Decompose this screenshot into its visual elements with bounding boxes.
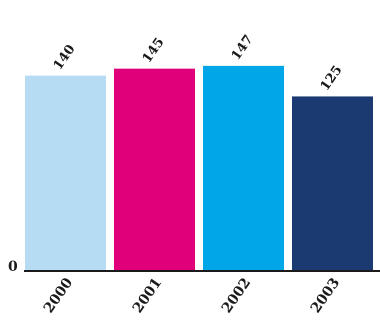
- value-label-2003: 125: [318, 63, 346, 94]
- category-label-2000: 2000: [41, 275, 77, 316]
- category-label-2002: 2002: [219, 275, 254, 316]
- bar-2002: [203, 65, 284, 270]
- bars-group: [25, 65, 373, 271]
- category-label-2003: 2003: [308, 275, 343, 316]
- value-label-2000: 140: [51, 42, 79, 73]
- category-label-2001: 2001: [130, 275, 165, 316]
- value-label-2002: 147: [229, 32, 257, 63]
- y-axis-zero-label: 0: [8, 259, 18, 275]
- category-labels-group: 2000 2001 2002 2003: [41, 275, 343, 316]
- value-label-2001: 145: [140, 35, 168, 66]
- bar-2001: [114, 68, 195, 271]
- bar-2000: [25, 75, 106, 270]
- bar-2003: [292, 96, 373, 270]
